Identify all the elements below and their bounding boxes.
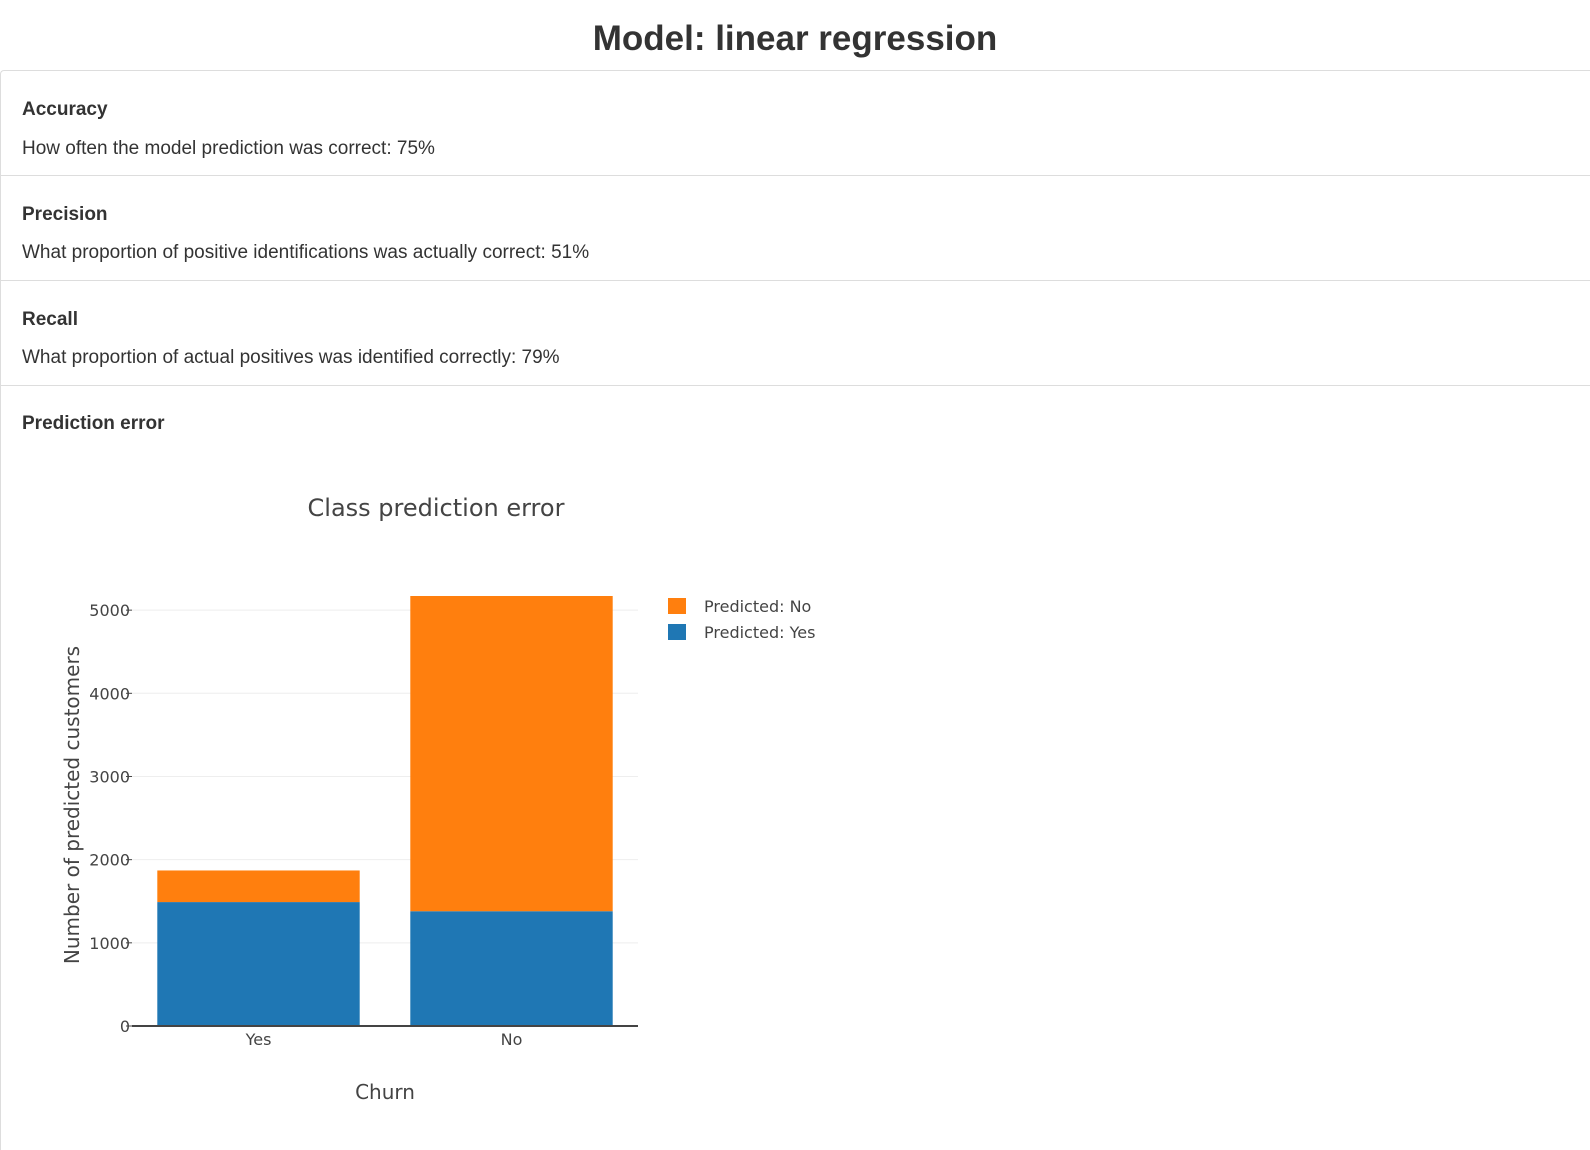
chart-title: Class prediction error [308,494,565,522]
x-tick-label: Yes [245,1030,272,1049]
legend-label: Predicted: No [704,597,811,616]
legend-swatch [668,598,686,614]
legend: Predicted: No Predicted: Yes [668,597,815,642]
recall-heading: Recall [22,309,78,330]
precision-text: What proportion of positive identificati… [22,242,590,263]
bar-no-predicted-no [410,596,613,912]
recall-text: What proportion of actual positives was … [22,347,560,368]
y-tick-label: 3000 [89,767,130,786]
legend-swatch [668,624,686,640]
axes: 0 1000 2000 3000 4000 5000 Yes No [89,601,638,1049]
y-tick-label: 5000 [89,601,130,620]
precision-heading: Precision [22,204,108,225]
bar-yes-predicted-yes [157,902,360,1026]
y-axis-title: Number of predicted customers [60,646,84,964]
accuracy-heading: Accuracy [22,99,108,120]
bar-no-predicted-yes [410,911,613,1026]
y-tick-label: 1000 [89,934,130,953]
x-tick-label: No [501,1030,523,1049]
page-title: Model: linear regression [592,19,998,58]
accuracy-text: How often the model prediction was corre… [22,138,435,159]
bars [157,596,613,1026]
y-tick-label: 0 [120,1017,130,1036]
class-prediction-error-chart: Class prediction error 0 1000 2000 3000 4000… [60,494,815,1104]
x-axis-title: Churn [355,1080,415,1104]
bar-yes-predicted-no [157,870,360,903]
accuracy-section: Accuracy How often the model prediction … [1,71,1590,176]
prediction-error-heading: Prediction error [22,413,165,434]
legend-label: Predicted: Yes [704,623,815,642]
recall-section: Recall What proportion of actual positiv… [1,281,1590,386]
metrics-panel: Accuracy How often the model prediction … [0,70,1590,1150]
prediction-error-section: Prediction error [1,386,1590,1146]
y-tick-label: 4000 [89,684,130,703]
precision-section: Precision What proportion of positive id… [1,176,1590,281]
y-tick-label: 2000 [89,851,130,870]
